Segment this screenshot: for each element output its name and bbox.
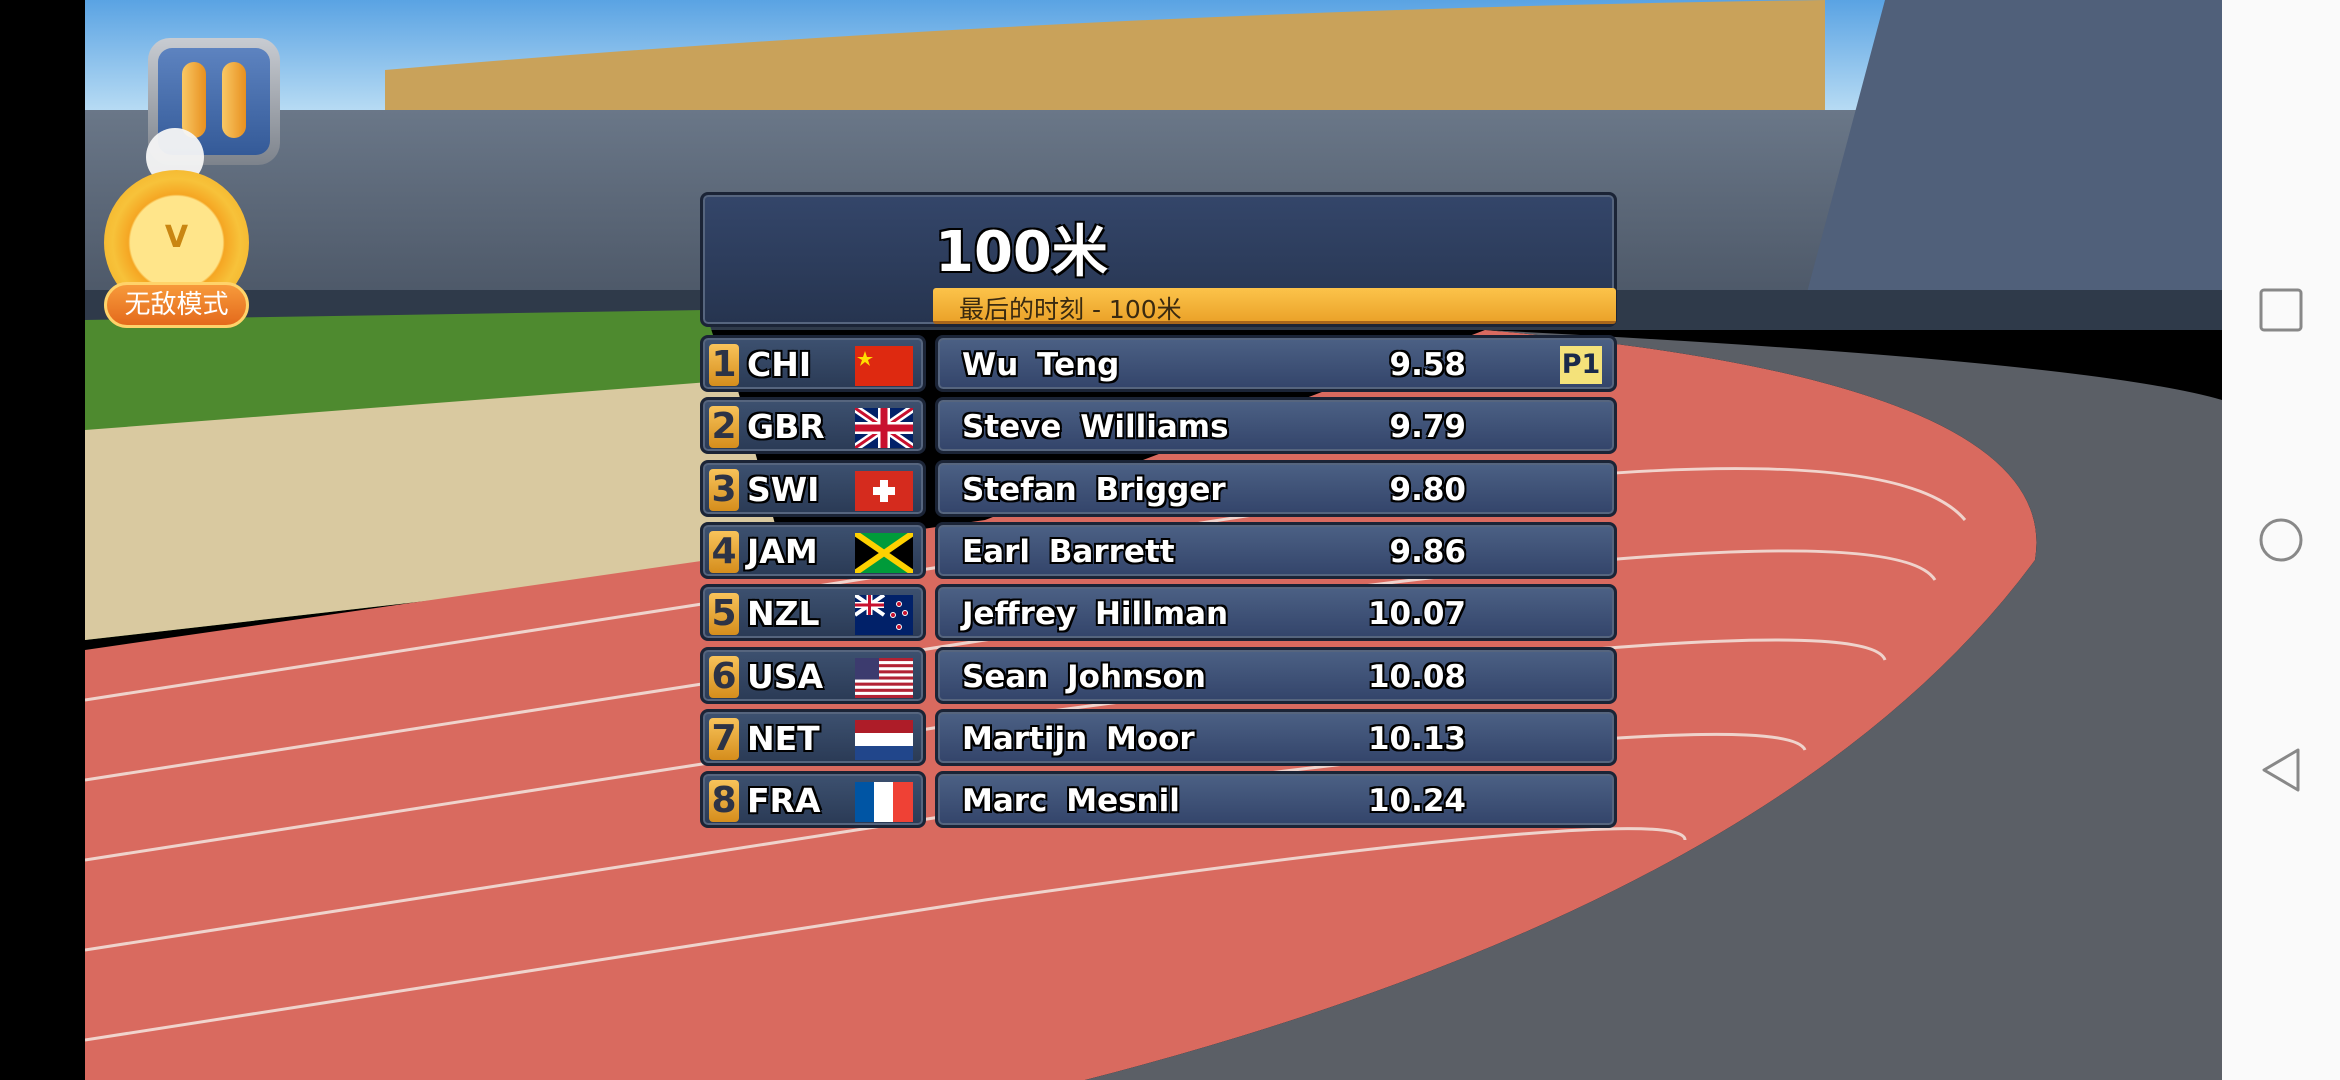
rank-badge: 8 [709, 780, 739, 823]
country-cell: 1 CHI [700, 335, 926, 392]
athlete-cell: Wu Teng 9.58 P1 [935, 335, 1617, 392]
result-row: 6 USA Sean Johnson 10.08 [700, 646, 1617, 704]
finish-time: 10.24 [1367, 783, 1466, 820]
athlete-name: Wu Teng [962, 347, 1120, 383]
athlete-cell: Stefan Brigger 9.80 [935, 459, 1617, 517]
country-cell: 5 NZL [700, 584, 926, 642]
country-cell: 8 FRA [700, 771, 926, 829]
athlete-name: Jeffrey Hillman [962, 596, 1229, 633]
country-cell: 6 USA [700, 646, 926, 704]
stadium-background [85, 0, 2222, 1080]
result-row: 3 SWI Stefan Brigger 9.80 [700, 459, 1617, 517]
event-subtitle: 最后的时刻 - 100米 [959, 295, 1182, 324]
country-code: CHI [747, 345, 812, 384]
athlete-cell: Jeffrey Hillman 10.07 [935, 584, 1617, 642]
athlete-cell: Earl Barrett 9.86 [935, 521, 1617, 579]
finish-time: 10.13 [1367, 720, 1466, 757]
result-row: 1 CHI Wu Teng 9.58 P1 [700, 335, 1617, 392]
country-cell: 7 NET [700, 708, 926, 766]
netherlands-flag-icon [855, 719, 913, 760]
android-nav-bar [2222, 0, 2340, 1080]
country-code: GBR [747, 407, 825, 447]
country-code: SWI [747, 469, 820, 509]
usa-flag-icon [855, 657, 913, 698]
finish-time: 10.08 [1367, 658, 1466, 695]
recent-apps-icon[interactable] [2258, 287, 2304, 333]
athlete-cell: Steve Williams 9.79 [935, 397, 1617, 455]
medal-letter: V [164, 220, 189, 255]
rank-badge: 5 [709, 593, 739, 636]
athlete-name: Earl Barrett [962, 533, 1175, 570]
result-row: 8 FRA Marc Mesnil 10.24 [700, 771, 1617, 829]
player-badge: P1 [1560, 346, 1602, 384]
athlete-name: Stefan Brigger [962, 471, 1226, 508]
france-flag-icon [855, 782, 913, 823]
rank-badge: 7 [709, 717, 739, 760]
result-row: 4 JAM Earl Barrett 9.86 [700, 521, 1617, 579]
finish-time: 9.80 [1389, 471, 1467, 508]
rank-badge: 6 [709, 655, 739, 698]
back-icon[interactable] [2258, 747, 2304, 793]
athlete-name: Marc Mesnil [962, 783, 1180, 820]
country-cell: 3 SWI [700, 459, 926, 517]
country-cell: 4 JAM [700, 521, 926, 579]
athlete-cell: Sean Johnson 10.08 [935, 646, 1617, 704]
new-zealand-flag-icon [855, 595, 913, 636]
rank-badge: 4 [709, 530, 739, 573]
rank-badge: 3 [709, 468, 739, 511]
results-header: 100米 最后的时刻 - 100米 [700, 192, 1617, 327]
athlete-name: Steve Williams [962, 409, 1229, 446]
finish-time: 9.86 [1389, 533, 1467, 570]
rank-badge: 2 [709, 406, 739, 449]
country-code: FRA [747, 781, 821, 821]
pause-icon [158, 48, 270, 155]
athlete-name: Sean Johnson [962, 658, 1206, 695]
country-code: NZL [747, 594, 820, 634]
finish-time: 9.58 [1389, 347, 1467, 383]
country-cell: 2 GBR [700, 397, 926, 455]
invincible-mode-button[interactable]: 无敌模式 [104, 282, 249, 328]
switzerland-flag-icon [855, 470, 913, 511]
event-subtitle-bar: 最后的时刻 - 100米 [933, 288, 1616, 324]
rank-badge: 1 [709, 344, 739, 386]
country-code: USA [747, 656, 824, 696]
country-code: NET [747, 718, 820, 758]
finish-time: 10.07 [1367, 596, 1466, 633]
result-row: 2 GBR Steve Williams 9.79 [700, 397, 1617, 455]
jamaica-flag-icon [855, 532, 913, 573]
stadium-scene [85, 0, 2222, 1080]
result-row: 7 NET Martijn Moor 10.13 [700, 708, 1617, 766]
home-icon[interactable] [2258, 517, 2304, 563]
country-code: JAM [747, 531, 818, 571]
result-row: 5 NZL Jeffrey Hillman 10.07 [700, 584, 1617, 642]
china-flag-icon [855, 346, 913, 386]
finish-time: 9.79 [1389, 409, 1467, 446]
event-title: 100米 [935, 220, 1108, 285]
athlete-name: Martijn Moor [962, 720, 1195, 757]
athlete-cell: Marc Mesnil 10.24 [935, 771, 1617, 829]
uk-flag-icon [855, 408, 913, 449]
athlete-cell: Martijn Moor 10.13 [935, 708, 1617, 766]
